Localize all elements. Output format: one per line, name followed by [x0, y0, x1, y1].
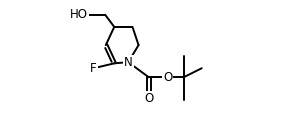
Text: F: F	[90, 62, 97, 75]
Text: O: O	[144, 92, 153, 105]
Text: N: N	[124, 56, 133, 69]
Text: HO: HO	[70, 8, 88, 21]
Text: O: O	[163, 71, 172, 84]
